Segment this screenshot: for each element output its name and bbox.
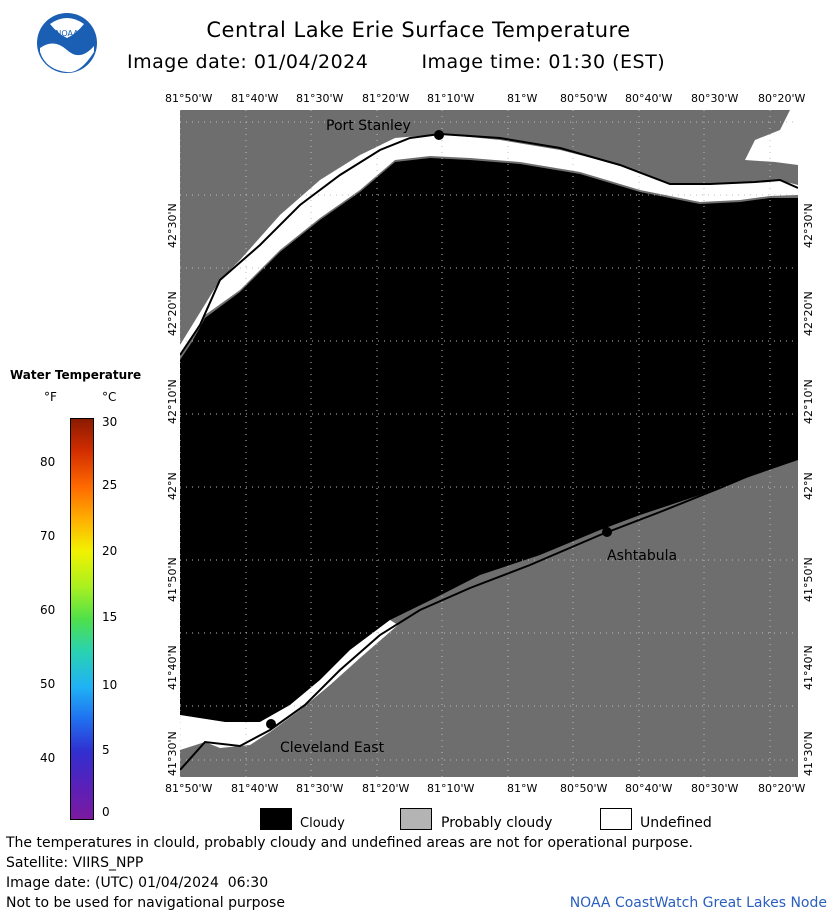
lat-label-left: 42°10'N (166, 379, 179, 424)
noaa-logo-icon: NOAA (36, 12, 98, 74)
north-undefined-band (180, 134, 798, 355)
lon-label-top: 81°20'W (362, 92, 410, 105)
lon-label-bottom: 80°30'W (691, 782, 739, 795)
lon-label-bottom: 80°50'W (560, 782, 608, 795)
temperature-color-bar (70, 418, 94, 820)
lon-label-top: 81°10'W (427, 92, 475, 105)
south-shoreline (179, 454, 799, 771)
lat-label-left: 41°50'N (166, 557, 179, 602)
lon-label-bottom: 80°40'W (625, 782, 673, 795)
map-panel: Port Stanley Ashtabula Cleveland East (179, 110, 799, 777)
legend-f-label: 50 (40, 677, 56, 691)
cloudy-label: Cloudy (300, 816, 345, 831)
lon-label-top: 80°20'W (758, 92, 806, 105)
lat-label-right: 42°10'N (802, 379, 815, 424)
legend-title: Water Temperature (10, 368, 142, 382)
ashtabula-marker (602, 527, 612, 537)
probably-cloudy-swatch (400, 808, 432, 830)
map-grid (179, 110, 798, 777)
image-time: Image time: 01:30 (EST) (421, 51, 666, 73)
lat-label-right: 41°30'N (802, 731, 815, 776)
legend-c-label: 0 (102, 805, 110, 819)
lon-label-bottom: 81°30'W (296, 782, 344, 795)
cleveland-east-marker (266, 719, 276, 729)
lon-label-bottom: 81°10'W (427, 782, 475, 795)
image-date: Image date: 01/04/2024 (127, 51, 369, 73)
legend-c-label: 20 (102, 544, 118, 558)
cloud-area (180, 158, 798, 722)
place-label-cleveland-east: Cleveland East (280, 740, 385, 756)
lon-label-bottom: 81°W (507, 782, 538, 795)
lat-label-right: 41°40'N (802, 645, 815, 690)
legend-f-label: 70 (40, 529, 56, 543)
lon-label-top: 80°50'W (560, 92, 608, 105)
port-stanley-marker (434, 130, 444, 140)
image-date-time: Image date: 01/04/2024 Image time: 01:30… (127, 51, 665, 73)
utc-image-date: Image date: (UTC) 01/04/2024 06:30 (6, 875, 269, 891)
south-undefined-band (180, 620, 398, 750)
legend-unit-f: °F (44, 390, 57, 404)
lat-label-right: 42°20'N (802, 291, 815, 336)
legend-c-label: 10 (102, 678, 118, 692)
lat-label-left: 42°30'N (166, 203, 179, 248)
lon-label-top: 80°40'W (625, 92, 673, 105)
lat-label-right: 42°30'N (802, 203, 815, 248)
lon-label-top: 81°50'W (165, 92, 213, 105)
lat-label-left: 41°30'N (166, 731, 179, 776)
lon-label-top: 81°40'W (231, 92, 279, 105)
page-title: Central Lake Erie Surface Temperature (206, 18, 631, 42)
legend-f-label: 60 (40, 603, 56, 617)
lat-label-left: 41°40'N (166, 645, 179, 690)
legend-c-label: 15 (102, 610, 118, 624)
legend-f-label: 80 (40, 455, 56, 469)
lat-label-right: 42°N (802, 472, 815, 500)
lon-label-top: 80°30'W (691, 92, 739, 105)
undefined-swatch (600, 808, 632, 830)
satellite-info: Satellite: VIIRS_NPP (6, 855, 144, 871)
undefined-label: Undefined (640, 815, 712, 831)
place-label-port-stanley: Port Stanley (326, 118, 411, 134)
legend-unit-c: °C (102, 390, 117, 404)
place-label-ashtabula: Ashtabula (607, 548, 678, 564)
navigation-disclaimer: Not to be used for navigational purpose (6, 895, 285, 911)
legend-c-label: 25 (102, 478, 118, 492)
probably-cloudy-label: Probably cloudy (441, 815, 553, 831)
operational-disclaimer: The temperatures in clould, probably clo… (6, 835, 693, 851)
lon-label-top: 81°W (507, 92, 538, 105)
lon-label-top: 81°30'W (296, 92, 344, 105)
lake-map (179, 110, 799, 777)
lat-label-left: 42°20'N (166, 291, 179, 336)
ne-undefined-patch (745, 110, 798, 165)
cloudy-swatch (260, 808, 292, 830)
svg-text:NOAA: NOAA (55, 29, 79, 38)
legend-f-label: 40 (40, 751, 56, 765)
lon-label-bottom: 81°50'W (165, 782, 213, 795)
legend-c-label: 5 (102, 743, 110, 757)
lon-label-bottom: 81°20'W (362, 782, 410, 795)
legend-c-label: 30 (102, 415, 118, 429)
lon-label-bottom: 80°20'W (758, 782, 806, 795)
credit-link[interactable]: NOAA CoastWatch Great Lakes Node (569, 895, 827, 911)
lon-label-bottom: 81°40'W (231, 782, 279, 795)
lat-label-right: 41°50'N (802, 557, 815, 602)
lat-label-left: 42°N (166, 472, 179, 500)
